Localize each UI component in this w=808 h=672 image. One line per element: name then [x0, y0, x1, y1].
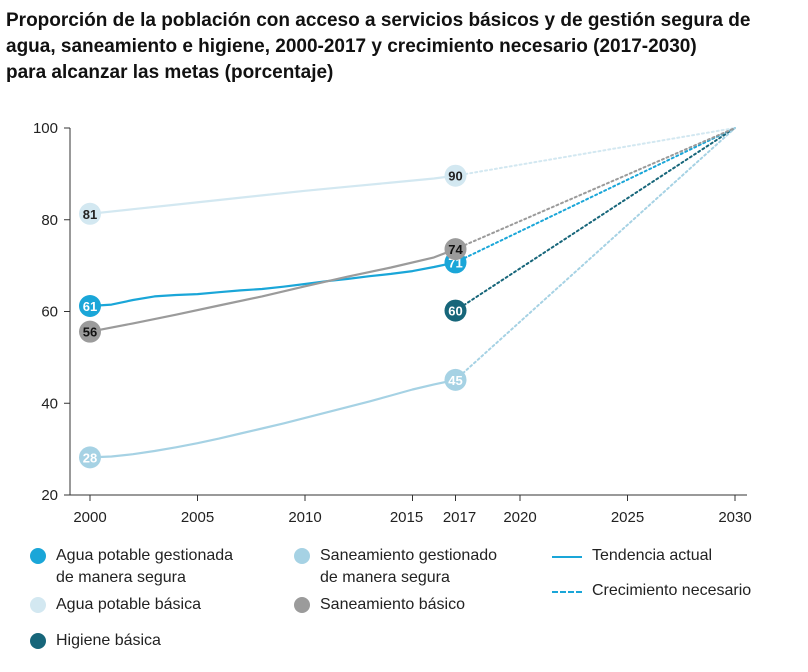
legend-label-trend: Tendencia actual [592, 547, 713, 564]
legend-item-needed: Crecimiento necesario [552, 580, 751, 602]
data-point-marker [444, 238, 467, 261]
legend-swatch-needed [552, 591, 582, 593]
chart-title-line1: Proporción de la población con acceso a … [6, 10, 751, 31]
legend-item-safe-water: Agua potable gestionada de manera segura [30, 545, 233, 589]
series-needed-line [454, 127, 736, 251]
data-label: 90 [448, 169, 462, 184]
legend-item-basic-sanit: Saneamiento básico [294, 594, 465, 616]
chart-title-line2: agua, saneamiento e higiene, 2000-2017 y… [6, 36, 697, 57]
legend-label-safe-sanit-2: de manera segura [320, 569, 450, 586]
y-tick-label: 20 [41, 487, 58, 504]
x-tick-label: 2025 [611, 509, 644, 526]
x-tick-label: 2017 [443, 509, 476, 526]
chart-title-line3: para alcanzar las metas (porcentaje) [6, 62, 334, 83]
series-trend-line [88, 261, 457, 308]
data-label: 74 [448, 242, 463, 257]
x-tick-label: 2015 [390, 509, 423, 526]
legend-item-basic-water: Agua potable básica [30, 594, 201, 616]
series-needed-line [454, 127, 736, 381]
series-needed-line [454, 127, 736, 312]
legend-item-trend: Tendencia actual [552, 545, 712, 567]
data-point-marker [444, 164, 467, 187]
data-point-marker [79, 320, 101, 343]
legend-swatch-trend [552, 556, 582, 558]
x-tick-label: 2000 [73, 509, 106, 526]
legend-item-safe-sanit: Saneamiento gestionado de manera segura [294, 545, 497, 589]
legend-swatch-safe-sanit [294, 548, 310, 564]
legend-label-safe-sanit-1: Saneamiento gestionado [320, 547, 498, 564]
y-tick-label: 80 [41, 212, 58, 229]
legend-swatch-safe-water [30, 548, 46, 564]
data-point-marker [79, 446, 101, 469]
line-chart: 20 40 60 80 100 2000 2005 2010 2015 2017 2020 2025 2… [33, 120, 752, 526]
y-tick-label: 100 [33, 120, 58, 137]
data-label: 56 [83, 325, 97, 340]
legend-label-needed: Crecimiento necesario [592, 582, 752, 599]
series-trend-line [88, 174, 457, 215]
series-trend-line [88, 378, 457, 459]
y-tick-label: 60 [41, 304, 58, 321]
legend-swatch-hygiene [30, 633, 46, 649]
x-tick-label: 2030 [718, 509, 751, 526]
data-label: 28 [83, 450, 97, 465]
y-tick-label: 40 [41, 395, 58, 412]
data-label: 61 [83, 299, 97, 314]
legend-label-basic-sanit: Saneamiento básico [320, 596, 465, 613]
legend-swatch-basic-water [30, 597, 46, 613]
data-point-marker [79, 202, 101, 225]
data-point-marker [444, 368, 467, 391]
data-point-marker [79, 294, 101, 317]
series-needed-line [454, 127, 736, 177]
series-needed-line [454, 127, 736, 264]
x-tick-label: 2010 [288, 509, 321, 526]
data-label: 45 [448, 373, 462, 388]
x-tick-label: 2005 [181, 509, 214, 526]
legend-swatch-basic-sanit [294, 597, 310, 613]
x-tick-label: 2020 [503, 509, 536, 526]
data-point-marker [444, 299, 467, 322]
legend-item-hygiene: Higiene básica [30, 630, 161, 652]
legend-label-basic-water: Agua potable básica [56, 596, 201, 613]
legend-label-hygiene: Higiene básica [56, 632, 161, 649]
chart-title: Proporción de la población con acceso a … [6, 8, 802, 86]
legend-label-safe-water-1: Agua potable gestionada [56, 547, 234, 564]
data-label: 81 [83, 207, 97, 222]
data-label: 60 [448, 304, 462, 319]
legend-label-safe-water-2: de manera segura [56, 569, 186, 586]
series-trend-line [88, 248, 457, 333]
